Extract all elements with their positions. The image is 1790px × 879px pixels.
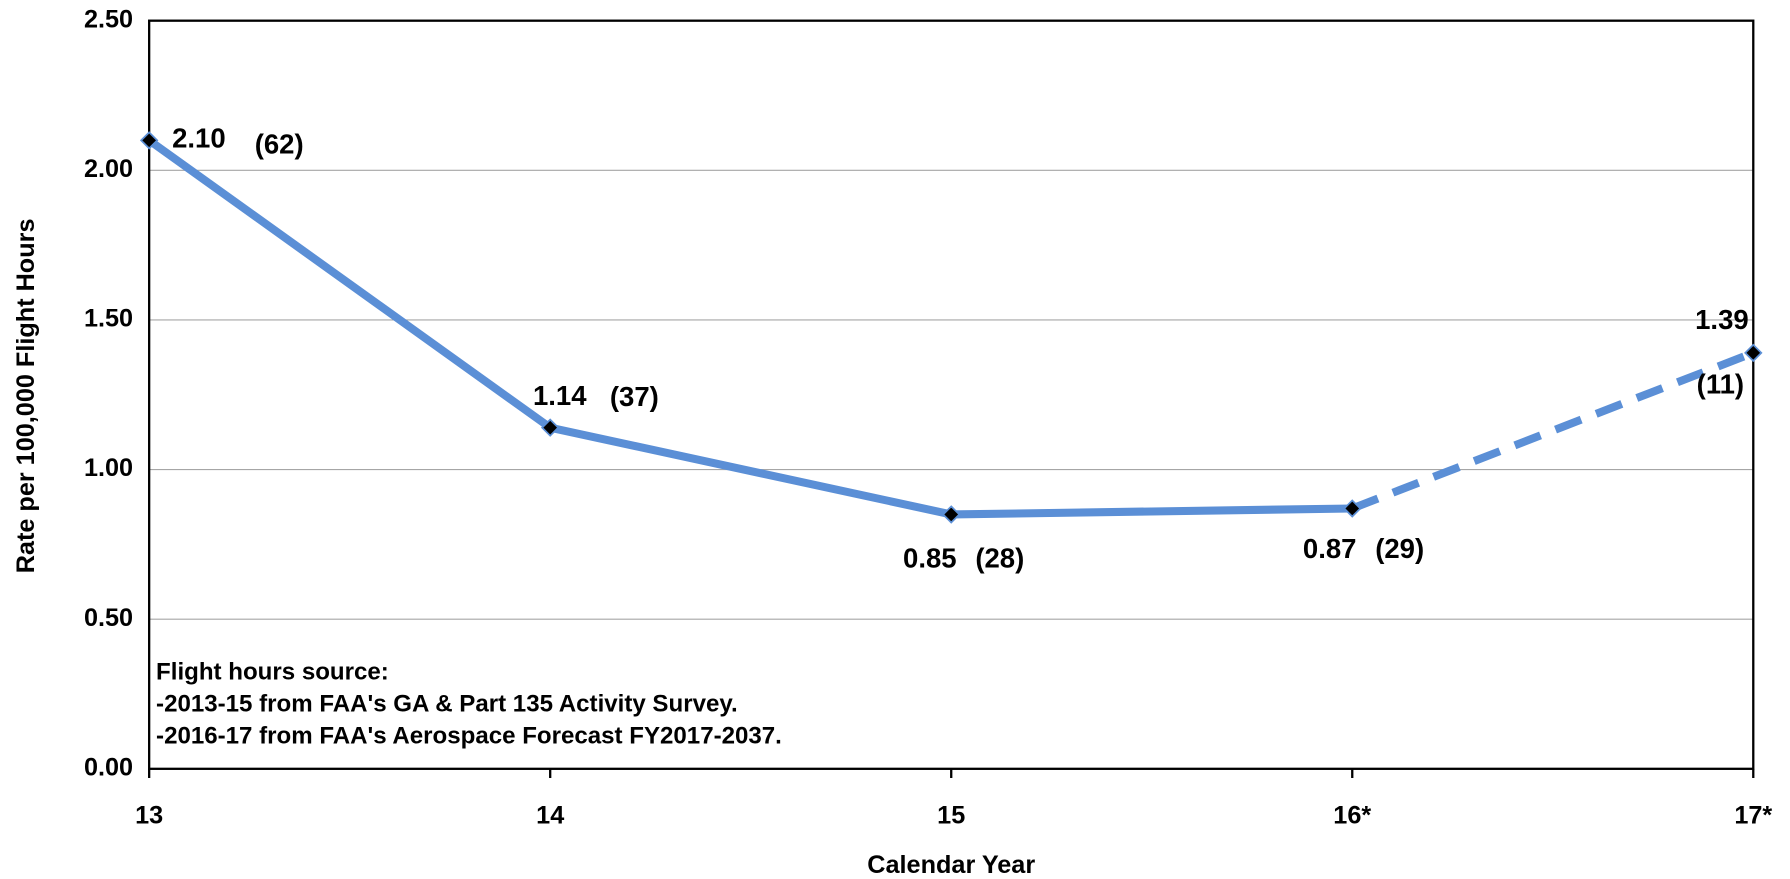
count-label: (28) [975,543,1024,574]
annotation: Flight hours source: [156,658,389,685]
annotation: -2016-17 from FAA's Aerospace Forecast F… [156,723,782,750]
point [540,418,560,437]
x-tick-label: 13 [135,802,163,830]
point [1343,499,1362,518]
y-axis-title: Rate per 100,000 Flight Hours [12,218,40,573]
count-label: (11) [1697,368,1744,399]
x-tick-label: 17* [1734,802,1772,830]
y-tick-label: 2.00 [84,155,133,183]
point [941,505,961,524]
x-tick-label: 15 [937,802,965,830]
point [1744,343,1763,363]
count-label: (29) [1375,533,1424,564]
data-label: 0.85 [903,543,957,574]
y-tick-label: 2.50 [84,5,133,33]
y-tick-label: 1.00 [84,454,133,482]
line-projected [1350,349,1755,513]
data-label: 1.39 [1695,304,1749,335]
y-tick-label: 1.50 [84,305,133,333]
x-tick-label: 16* [1333,802,1371,830]
point [139,131,159,150]
line-actual [146,137,1353,519]
x-tick-label: 14 [536,802,564,830]
count-label: (62) [255,128,304,159]
data-label: 0.87 [1303,533,1357,564]
x-axis-title: Calendar Year [867,851,1035,879]
count-label: (37) [610,381,659,412]
y-tick-label: 0.50 [84,604,133,632]
plot-frame [148,19,1755,770]
data-label: 1.14 [533,380,587,411]
y-tick-label: 0.00 [84,753,133,781]
annotation: -2013-15 from FAA's GA & Part 135 Activi… [156,690,738,717]
data-label: 2.10 [172,123,226,154]
